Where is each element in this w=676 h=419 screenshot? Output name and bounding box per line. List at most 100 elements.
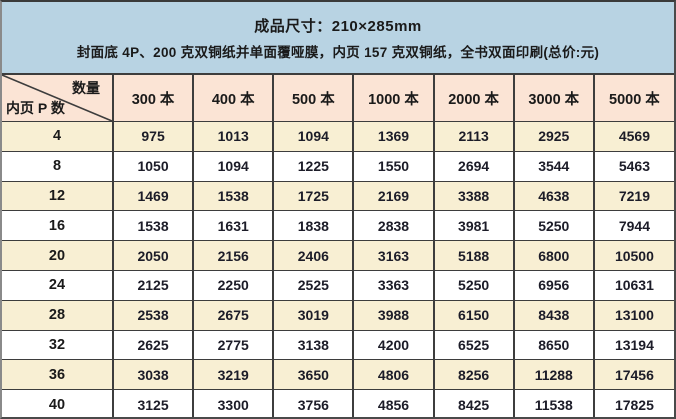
price-cell: 2125	[111, 269, 195, 301]
table-row: 36 3038 3219 3650 4806 8256 11288 17456	[2, 359, 674, 391]
price-cell: 13100	[592, 299, 674, 331]
table-row: 12 1469 1538 1725 2169 3388 4638 7219	[2, 180, 674, 212]
price-cell: 7219	[592, 180, 674, 212]
price-cell: 3363	[352, 269, 435, 301]
column-header-quantity: 5000 本	[592, 74, 674, 122]
price-cell: 1725	[272, 180, 355, 212]
price-cell: 5188	[432, 240, 515, 271]
price-cell: 10631	[592, 269, 674, 301]
price-cell: 1013	[192, 121, 275, 152]
price-cell: 2169	[352, 180, 435, 212]
row-label-pages: 28	[2, 299, 114, 331]
price-cell: 1538	[192, 180, 275, 212]
column-header-quantity: 500 本	[272, 74, 355, 122]
price-cell: 3388	[432, 180, 515, 212]
price-cell: 3219	[192, 359, 275, 391]
price-cell: 2838	[352, 210, 435, 242]
price-cell: 17825	[592, 389, 674, 417]
price-cell: 2775	[192, 329, 275, 361]
table-row: 32 2625 2775 3138 4200 6525 8650 13194	[2, 329, 674, 361]
row-label-pages: 12	[2, 180, 114, 212]
price-cell: 2675	[192, 299, 275, 331]
price-cell: 2525	[272, 269, 355, 301]
price-cell: 3125	[111, 389, 195, 417]
column-header-quantity: 300 本	[111, 74, 195, 122]
column-header-quantity: 2000 本	[432, 74, 515, 122]
price-cell: 3019	[272, 299, 355, 331]
price-cell: 8438	[512, 299, 595, 331]
price-cell: 2250	[192, 269, 275, 301]
price-cell: 1838	[272, 210, 355, 242]
price-cell: 8650	[512, 329, 595, 361]
row-label-pages: 20	[2, 240, 114, 271]
price-cell: 4856	[352, 389, 435, 417]
price-cell: 6150	[432, 299, 515, 331]
corner-pages-label: 内页 P 数	[6, 100, 65, 116]
price-cell: 3038	[111, 359, 195, 391]
price-table: 数量 内页 P 数 300 本 400 本 500 本 1000 本 2000 本 300…	[2, 74, 674, 417]
price-cell: 5250	[432, 269, 515, 301]
table-row: 20 2050 2156 2406 3163 5188 6800 10500	[2, 240, 674, 271]
price-cell: 11538	[512, 389, 595, 417]
price-cell: 6525	[432, 329, 515, 361]
price-cell: 4200	[352, 329, 435, 361]
table-row: 40 3125 3300 3756 4856 8425 11538 17825	[2, 389, 674, 417]
column-header-quantity: 1000 本	[352, 74, 435, 122]
price-cell: 1225	[272, 150, 355, 182]
price-cell: 3544	[512, 150, 595, 182]
price-cell: 2113	[432, 121, 515, 152]
price-cell: 1094	[272, 121, 355, 152]
row-label-pages: 4	[2, 121, 114, 152]
price-cell: 975	[111, 121, 195, 152]
price-cell: 3300	[192, 389, 275, 417]
price-cell: 2156	[192, 240, 275, 271]
product-size-text: 成品尺寸：210×285mm	[254, 17, 422, 35]
price-cell: 7944	[592, 210, 674, 242]
price-cell: 3756	[272, 389, 355, 417]
table-row: 24 2125 2250 2525 3363 5250 6956 10631	[2, 269, 674, 301]
price-cell: 6800	[512, 240, 595, 271]
price-cell: 3163	[352, 240, 435, 271]
price-cell: 5250	[512, 210, 595, 242]
price-cell: 1538	[111, 210, 195, 242]
table-row: 16 1538 1631 1838 2838 3981 5250 7944	[2, 210, 674, 242]
price-cell: 8256	[432, 359, 515, 391]
price-cell: 2538	[111, 299, 195, 331]
row-label-pages: 36	[2, 359, 114, 391]
table-head-row: 数量 内页 P 数 300 本 400 本 500 本 1000 本 2000 本 300…	[2, 74, 674, 122]
price-cell: 3981	[432, 210, 515, 242]
price-cell: 4638	[512, 180, 595, 212]
column-header-quantity: 400 本	[192, 74, 275, 122]
price-cell: 2925	[512, 121, 595, 152]
price-cell: 4569	[592, 121, 674, 152]
price-cell: 1631	[192, 210, 275, 242]
diagonal-divider	[2, 75, 112, 121]
table-body: 4 975 1013 1094 1369 2113 2925 4569 8 1050 1094…	[2, 121, 674, 417]
price-cell: 6956	[512, 269, 595, 301]
price-cell: 4806	[352, 359, 435, 391]
row-label-pages: 16	[2, 210, 114, 242]
spec-description-text: 封面底 4P、200 克双铜纸并单面覆哑膜，内页 157 克双铜纸，全书双面印刷…	[76, 44, 600, 60]
price-cell: 1050	[111, 150, 195, 182]
price-cell: 3988	[352, 299, 435, 331]
price-cell: 1469	[111, 180, 195, 212]
row-label-pages: 24	[2, 269, 114, 301]
price-cell: 17456	[592, 359, 674, 391]
table-row: 4 975 1013 1094 1369 2113 2925 4569	[2, 121, 674, 152]
price-cell: 2694	[432, 150, 515, 182]
table-row: 28 2538 2675 3019 3988 6150 8438 13100	[2, 299, 674, 331]
row-label-pages: 8	[2, 150, 114, 182]
price-cell: 5463	[592, 150, 674, 182]
column-header-quantity: 3000 本	[512, 74, 595, 122]
price-cell: 13194	[592, 329, 674, 361]
corner-cell: 数量 内页 P 数	[2, 74, 114, 122]
row-label-pages: 32	[2, 329, 114, 361]
price-cell: 10500	[592, 240, 674, 271]
price-cell: 2625	[111, 329, 195, 361]
price-cell: 3138	[272, 329, 355, 361]
table-row: 8 1050 1094 1225 1550 2694 3544 5463	[2, 150, 674, 182]
price-cell: 1550	[352, 150, 435, 182]
price-cell: 1094	[192, 150, 275, 182]
corner-quantity-label: 数量	[72, 80, 100, 96]
